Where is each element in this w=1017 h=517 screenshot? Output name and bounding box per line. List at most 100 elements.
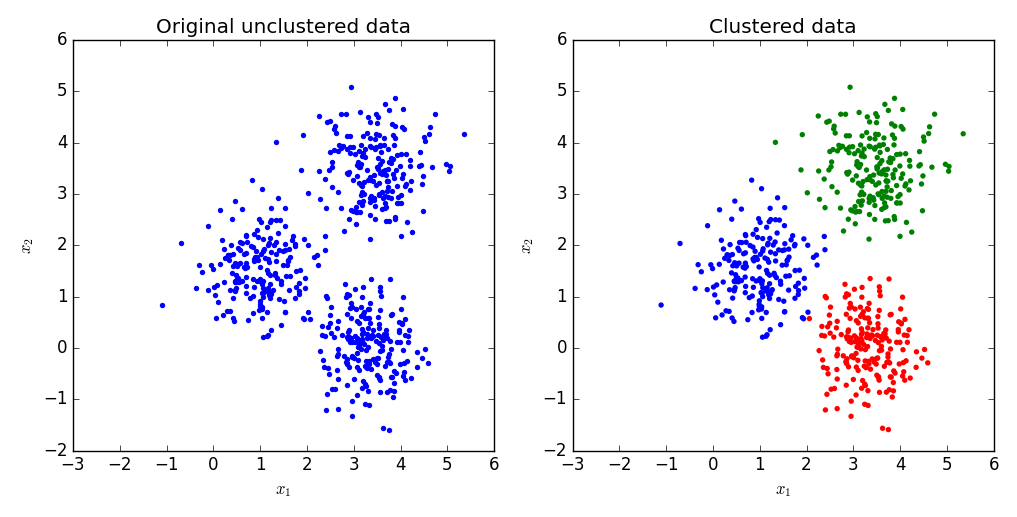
Point	[232, 246, 248, 254]
Point	[764, 285, 780, 294]
Point	[858, 363, 875, 372]
Point	[879, 358, 895, 367]
Point	[292, 266, 308, 275]
Point	[912, 161, 929, 169]
Point	[781, 271, 797, 280]
Point	[273, 277, 289, 285]
Point	[854, 310, 871, 318]
Point	[342, 132, 358, 140]
Point	[861, 192, 878, 200]
Point	[882, 157, 898, 165]
Point	[737, 232, 754, 240]
Point	[872, 287, 888, 295]
Point	[755, 277, 771, 285]
Point	[843, 397, 859, 405]
Point	[892, 199, 908, 207]
Point	[842, 314, 858, 323]
Point	[776, 246, 792, 254]
Point	[234, 205, 250, 213]
Point	[880, 353, 896, 361]
Point	[870, 331, 886, 339]
Point	[402, 326, 418, 334]
Point	[824, 158, 840, 166]
Point	[827, 129, 843, 137]
Point	[403, 374, 419, 382]
Point	[705, 265, 721, 273]
Point	[359, 176, 375, 184]
Point	[773, 280, 789, 288]
Point	[362, 173, 378, 181]
Point	[225, 250, 241, 258]
Point	[862, 143, 879, 151]
Point	[245, 255, 261, 263]
Point	[731, 238, 747, 247]
Point	[381, 386, 398, 394]
Point	[358, 363, 374, 372]
Point	[737, 259, 754, 267]
Point	[193, 268, 210, 276]
Point	[398, 182, 414, 190]
Point	[875, 169, 891, 177]
Point	[831, 141, 847, 149]
Point	[849, 343, 865, 351]
Point	[847, 203, 863, 211]
Point	[760, 287, 776, 296]
Point	[920, 129, 937, 138]
Point	[326, 125, 343, 133]
Point	[868, 337, 884, 345]
Point	[879, 388, 895, 397]
Point	[733, 277, 750, 285]
Point	[411, 162, 427, 170]
Point	[254, 290, 271, 298]
Point	[362, 192, 378, 200]
Point	[842, 334, 858, 342]
Point	[735, 263, 752, 271]
Point	[287, 241, 303, 250]
Point	[282, 271, 298, 280]
Point	[883, 373, 899, 382]
Point	[341, 363, 357, 371]
Point	[871, 179, 887, 187]
Point	[849, 338, 865, 346]
Point	[793, 166, 810, 174]
Point	[238, 249, 254, 257]
Point	[340, 334, 356, 343]
Point	[818, 406, 834, 414]
Point	[902, 374, 918, 382]
Point	[312, 195, 328, 203]
Point	[384, 393, 401, 401]
Point	[860, 314, 877, 323]
Point	[853, 337, 870, 345]
Point	[829, 375, 845, 383]
Point	[357, 145, 373, 153]
Point	[816, 175, 832, 183]
Point	[821, 117, 837, 125]
Point	[392, 317, 408, 326]
Point	[375, 141, 392, 149]
Point	[222, 307, 238, 315]
Point	[829, 404, 845, 413]
Point	[352, 163, 368, 172]
Point	[397, 331, 413, 339]
Point	[842, 299, 858, 308]
Point	[865, 171, 882, 179]
Point	[427, 110, 443, 118]
Point	[801, 314, 818, 323]
Point	[251, 277, 267, 285]
Point	[322, 329, 339, 337]
Point	[826, 333, 842, 341]
Point	[368, 130, 384, 139]
Point	[416, 133, 432, 141]
Point	[853, 201, 870, 209]
Point	[850, 343, 866, 352]
Point	[872, 346, 888, 355]
Point	[890, 325, 906, 333]
Point	[864, 331, 881, 340]
Point	[843, 302, 859, 311]
Point	[795, 315, 812, 323]
Point	[859, 324, 876, 332]
Y-axis label: $x_2$: $x_2$	[518, 237, 536, 254]
Point	[391, 192, 407, 201]
Point	[816, 363, 832, 372]
Point	[250, 233, 266, 241]
